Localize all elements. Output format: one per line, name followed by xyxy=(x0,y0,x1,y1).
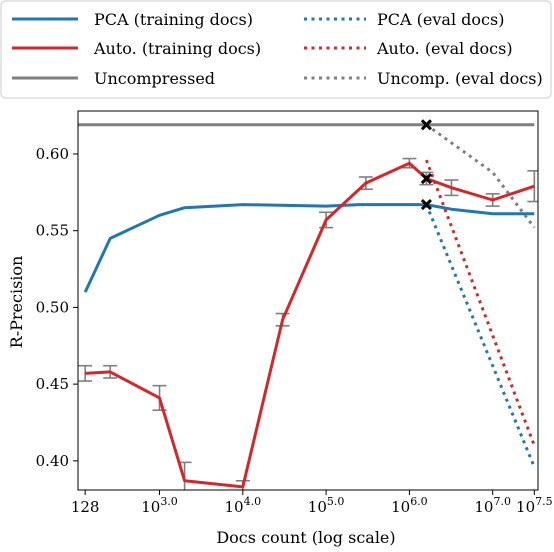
x-tick-label: 107.0 xyxy=(474,495,511,516)
series-line-uncomp-eval-docs xyxy=(425,123,536,229)
x-tick-label: 128 xyxy=(71,498,100,516)
plot-area xyxy=(78,119,538,490)
series-line-pca-eval-docs xyxy=(425,204,536,468)
legend-item-uncomp-eval-docs: Uncomp. (eval docs) xyxy=(304,69,543,88)
legend-item-uncompressed: Uncompressed xyxy=(12,69,215,88)
series-line-auto-eval-docs xyxy=(424,159,536,447)
error-bar xyxy=(527,170,538,203)
marker-point xyxy=(420,119,432,131)
y-tick-label: 0.55 xyxy=(36,222,69,240)
y-tick-label: 0.60 xyxy=(36,145,69,163)
error-bar xyxy=(78,364,93,382)
legend-item-auto-eval-docs: Auto. (eval docs) xyxy=(304,39,513,58)
y-tick-label: 0.45 xyxy=(36,375,69,393)
x-tick-label: 105.0 xyxy=(308,495,345,516)
series-layer xyxy=(78,123,538,490)
legend-label: PCA (eval docs) xyxy=(377,10,504,29)
legend-label: PCA (training docs) xyxy=(94,10,253,29)
x-tick-label: 106.0 xyxy=(391,495,428,516)
x-tick-label: 103.0 xyxy=(141,495,178,516)
x-axis-label: Docs count (log scale) xyxy=(216,528,395,547)
legend-item-pca-training-docs: PCA (training docs) xyxy=(12,10,253,29)
legend: PCA (training docs) PCA (eval docs) Auto. … xyxy=(0,0,552,99)
y-tick-label: 0.40 xyxy=(36,452,69,470)
x-tick-label: 107.5 xyxy=(516,495,553,516)
axes-frame xyxy=(77,110,539,491)
axes: 0.40 0.45 0.50 0.55 0.60 128 103.0 104.0 105.0 10… xyxy=(36,110,553,516)
legend-item-auto-training-docs: Auto. (training docs) xyxy=(12,39,261,58)
series-line-pca-training-docs xyxy=(83,203,535,293)
legend-label: Uncompressed xyxy=(94,69,215,88)
marker-point xyxy=(420,199,432,211)
legend-box xyxy=(0,0,552,99)
legend-item-pca-eval-docs: PCA (eval docs) xyxy=(304,10,504,29)
legend-label: Auto. (eval docs) xyxy=(376,39,513,58)
legend-label: Auto. (training docs) xyxy=(93,39,261,58)
x-tick-label: 104.0 xyxy=(225,495,262,516)
marker-point xyxy=(420,172,432,185)
y-axis-label: R-Precision xyxy=(7,256,26,349)
y-tick-label: 0.50 xyxy=(36,298,69,316)
legend-label: Uncomp. (eval docs) xyxy=(377,69,543,88)
series-line-auto-training-docs xyxy=(85,161,535,489)
